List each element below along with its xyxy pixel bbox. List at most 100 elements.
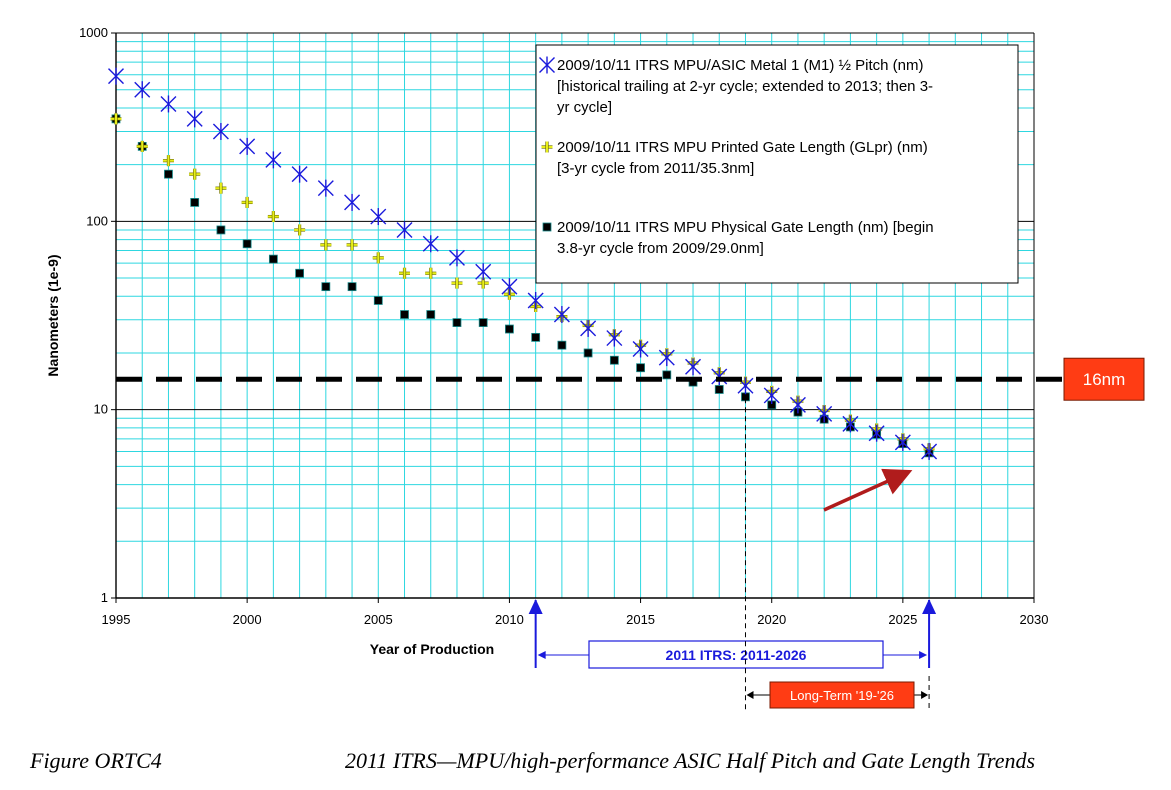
legend-entry-text: yr cycle]	[557, 99, 612, 116]
data-point-plus	[267, 211, 279, 223]
y-tick-label: 100	[86, 213, 108, 228]
legend-entry-text: 2009/10/11 ITRS MPU Physical Gate Length…	[557, 219, 934, 236]
data-point-square	[347, 282, 357, 292]
data-point-asterisk	[685, 358, 702, 376]
x-tick-label: 2025	[888, 612, 917, 627]
itrs-range-box	[588, 640, 884, 669]
data-point-square	[321, 282, 331, 292]
data-point-plus	[399, 267, 411, 279]
threshold-callout: 16nm	[1063, 357, 1145, 401]
legend-entry-text: [historical trailing at 2-yr cycle; exte…	[557, 78, 933, 95]
data-point-asterisk	[291, 165, 308, 183]
data-point-asterisk	[239, 137, 256, 155]
legend-marker-asterisk	[539, 56, 555, 74]
data-point-asterisk	[580, 319, 597, 337]
data-point-asterisk	[921, 442, 938, 460]
x-axis-title: Year of Production	[370, 641, 494, 657]
data-point-square	[400, 310, 409, 319]
data-point-square	[662, 370, 672, 380]
data-point-plus	[241, 196, 253, 208]
data-point-asterisk	[134, 81, 151, 99]
data-point-plus	[320, 239, 332, 251]
itrs-range-annotation: 2011 ITRS: 2011-2026	[528, 599, 937, 669]
legend-entry-text: 3.8-yr cycle from 2009/29.0nm]	[557, 240, 764, 257]
longterm-label: Long-Term '19-'26	[790, 688, 894, 703]
x-tick-label: 2000	[233, 612, 262, 627]
legend-entry-text: 2009/10/11 ITRS MPU Printed Gate Length …	[557, 139, 928, 156]
arrow-shaft	[823, 468, 913, 512]
legend-marker-square	[542, 222, 552, 232]
data-point-asterisk	[711, 368, 728, 386]
data-point-asterisk	[789, 396, 806, 414]
data-point-plus	[110, 113, 122, 125]
data-point-asterisk	[344, 193, 361, 211]
x-tick-label: 1995	[102, 612, 131, 627]
data-point-asterisk	[632, 340, 649, 358]
data-point-square	[190, 198, 200, 207]
x-tick-label: 2015	[626, 612, 655, 627]
data-point-asterisk	[894, 433, 911, 451]
data-point-asterisk	[448, 249, 465, 267]
data-point-square	[164, 169, 173, 179]
data-point-plus	[162, 155, 174, 167]
x-tick-label: 2010	[495, 612, 524, 627]
data-point-asterisk	[842, 415, 859, 433]
data-point-square	[242, 239, 252, 249]
y-tick-label: 10	[94, 402, 108, 417]
y-tick-label: 1000	[79, 25, 108, 40]
threshold-callout-label: 16nm	[1083, 370, 1126, 389]
data-point-square	[505, 324, 514, 334]
data-point-square	[426, 310, 436, 319]
data-point-asterisk	[108, 67, 124, 85]
data-point-plus	[451, 277, 463, 289]
x-tick-label: 2005	[364, 612, 393, 627]
data-point-asterisk	[317, 179, 334, 197]
y-tick-labels: 1000 100 10 1	[79, 25, 116, 605]
data-point-square	[531, 332, 541, 342]
data-point-square	[295, 268, 305, 278]
data-point-asterisk	[763, 386, 780, 404]
data-point-asterisk	[527, 291, 544, 309]
data-point-square	[268, 254, 278, 264]
pointer-arrow	[823, 468, 913, 512]
longterm-annotation: Long-Term '19-'26	[744, 398, 930, 712]
data-point-plus	[425, 267, 437, 279]
series-asterisk	[108, 67, 938, 460]
data-point-asterisk	[396, 221, 413, 239]
data-point-square	[557, 340, 567, 350]
data-point-square	[452, 318, 462, 327]
data-point-asterisk	[265, 151, 282, 169]
data-point-asterisk	[868, 424, 885, 442]
data-point-square	[714, 385, 724, 394]
data-point-asterisk	[816, 405, 833, 423]
range-up-arrow	[922, 599, 937, 614]
longterm-right-arrowhead	[921, 691, 929, 699]
longterm-left-arrowhead	[746, 691, 754, 699]
series-layer	[108, 67, 938, 460]
data-point-asterisk	[475, 263, 492, 281]
data-point-asterisk	[501, 278, 518, 296]
x-tick-labels: 1995 2000 2005 2010 2015 2020 2025 2030	[102, 598, 1049, 627]
data-point-plus	[136, 140, 148, 152]
data-point-asterisk	[186, 110, 203, 128]
x-tick-label: 2020	[757, 612, 786, 627]
data-point-asterisk	[553, 306, 570, 324]
figure-label: Figure ORTC4	[30, 748, 162, 773]
y-tick-label: 1	[101, 590, 108, 605]
data-point-square	[636, 363, 645, 373]
data-point-asterisk	[160, 95, 177, 113]
data-point-asterisk	[658, 349, 675, 367]
data-point-plus	[215, 182, 227, 194]
data-point-asterisk	[370, 208, 387, 226]
data-point-asterisk	[212, 122, 229, 140]
data-point-asterisk	[422, 235, 439, 253]
range-right-arrowhead	[919, 651, 928, 659]
x-tick-label: 2030	[1020, 612, 1049, 627]
legend-box	[535, 44, 1019, 284]
legend-entry-text: 2009/10/11 ITRS MPU/ASIC Metal 1 (M1) ½ …	[557, 57, 924, 74]
data-point-plus	[294, 224, 306, 236]
axes-layer	[115, 32, 1035, 599]
legend-marker-plus	[541, 141, 553, 153]
data-point-square	[609, 355, 619, 365]
